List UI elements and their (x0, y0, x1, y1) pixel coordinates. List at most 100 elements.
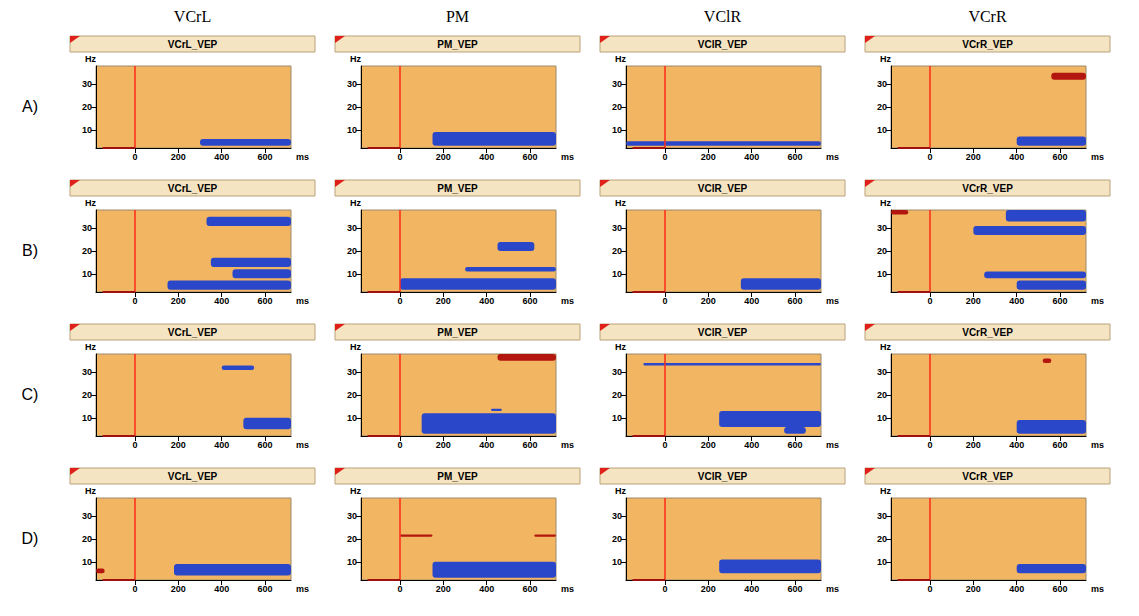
svg-text:400: 400 (1009, 152, 1024, 162)
svg-text:ms: ms (1091, 152, 1104, 162)
svg-text:VCrR_VEP: VCrR_VEP (962, 183, 1013, 194)
svg-text:20: 20 (82, 390, 92, 400)
svg-text:0: 0 (132, 296, 137, 306)
svg-text:30: 30 (612, 367, 622, 377)
svg-text:200: 200 (171, 152, 186, 162)
svg-text:600: 600 (787, 296, 802, 306)
svg-text:PM_VEP: PM_VEP (437, 39, 478, 50)
svg-text:ms: ms (561, 152, 574, 162)
svg-text:VCrR: VCrR (968, 8, 1007, 25)
svg-text:ms: ms (826, 440, 839, 450)
svg-text:10: 10 (612, 413, 622, 423)
svg-text:200: 200 (966, 296, 981, 306)
svg-text:VCrR_VEP: VCrR_VEP (962, 327, 1013, 338)
svg-text:PM_VEP: PM_VEP (437, 183, 478, 194)
svg-text:400: 400 (479, 440, 494, 450)
svg-text:Hz: Hz (880, 486, 891, 496)
svg-text:10: 10 (877, 557, 887, 567)
svg-text:Hz: Hz (350, 54, 361, 64)
svg-text:30: 30 (877, 511, 887, 521)
svg-text:30: 30 (82, 367, 92, 377)
svg-text:30: 30 (877, 79, 887, 89)
svg-text:600: 600 (257, 152, 272, 162)
svg-text:10: 10 (347, 125, 357, 135)
svg-text:400: 400 (214, 440, 229, 450)
svg-text:400: 400 (1009, 584, 1024, 594)
svg-text:20: 20 (612, 534, 622, 544)
svg-text:600: 600 (257, 440, 272, 450)
svg-text:VClR_VEP: VClR_VEP (698, 471, 748, 482)
svg-text:VCrR_VEP: VCrR_VEP (962, 39, 1013, 50)
svg-text:200: 200 (436, 296, 451, 306)
svg-text:400: 400 (479, 152, 494, 162)
svg-text:0: 0 (397, 152, 402, 162)
svg-text:30: 30 (82, 223, 92, 233)
svg-text:400: 400 (744, 152, 759, 162)
svg-text:30: 30 (877, 367, 887, 377)
svg-text:30: 30 (612, 79, 622, 89)
svg-text:600: 600 (257, 584, 272, 594)
svg-text:20: 20 (82, 246, 92, 256)
svg-text:A): A) (22, 98, 38, 115)
svg-text:ms: ms (826, 152, 839, 162)
svg-text:30: 30 (82, 511, 92, 521)
svg-text:D): D) (22, 530, 39, 547)
svg-text:20: 20 (877, 246, 887, 256)
svg-text:VClR: VClR (704, 8, 742, 25)
svg-text:400: 400 (479, 584, 494, 594)
svg-text:200: 200 (171, 296, 186, 306)
svg-text:VCrL_VEP: VCrL_VEP (168, 471, 218, 482)
svg-text:0: 0 (927, 584, 932, 594)
svg-text:VCrL_VEP: VCrL_VEP (168, 327, 218, 338)
svg-text:10: 10 (612, 557, 622, 567)
svg-text:10: 10 (877, 125, 887, 135)
svg-text:0: 0 (132, 584, 137, 594)
svg-text:30: 30 (347, 79, 357, 89)
svg-text:20: 20 (347, 246, 357, 256)
svg-text:400: 400 (479, 296, 494, 306)
svg-text:0: 0 (662, 584, 667, 594)
svg-text:Hz: Hz (85, 486, 96, 496)
svg-text:20: 20 (877, 534, 887, 544)
svg-text:Hz: Hz (615, 198, 626, 208)
svg-text:0: 0 (662, 440, 667, 450)
svg-text:ms: ms (1091, 296, 1104, 306)
svg-text:30: 30 (347, 367, 357, 377)
svg-text:600: 600 (1052, 152, 1067, 162)
svg-text:ms: ms (561, 584, 574, 594)
svg-text:0: 0 (397, 296, 402, 306)
svg-text:Hz: Hz (880, 198, 891, 208)
svg-text:400: 400 (744, 296, 759, 306)
svg-text:10: 10 (82, 125, 92, 135)
svg-text:0: 0 (927, 296, 932, 306)
svg-text:PM_VEP: PM_VEP (437, 471, 478, 482)
svg-text:B): B) (22, 242, 38, 259)
svg-text:ms: ms (296, 152, 309, 162)
svg-text:20: 20 (612, 390, 622, 400)
svg-text:0: 0 (927, 440, 932, 450)
svg-text:VClR_VEP: VClR_VEP (698, 183, 748, 194)
svg-text:200: 200 (436, 584, 451, 594)
svg-text:400: 400 (1009, 296, 1024, 306)
svg-text:ms: ms (826, 296, 839, 306)
svg-text:10: 10 (82, 269, 92, 279)
svg-text:400: 400 (1009, 440, 1024, 450)
svg-text:ms: ms (1091, 584, 1104, 594)
svg-text:10: 10 (82, 413, 92, 423)
svg-text:30: 30 (877, 223, 887, 233)
svg-text:10: 10 (612, 269, 622, 279)
svg-text:400: 400 (214, 152, 229, 162)
svg-text:200: 200 (701, 296, 716, 306)
svg-text:200: 200 (701, 584, 716, 594)
svg-text:600: 600 (522, 584, 537, 594)
svg-text:Hz: Hz (85, 198, 96, 208)
svg-text:0: 0 (132, 440, 137, 450)
svg-text:400: 400 (744, 584, 759, 594)
svg-text:0: 0 (132, 152, 137, 162)
svg-text:PM_VEP: PM_VEP (437, 327, 478, 338)
svg-text:VClR_VEP: VClR_VEP (698, 327, 748, 338)
svg-text:Hz: Hz (350, 486, 361, 496)
svg-text:Hz: Hz (615, 54, 626, 64)
svg-text:C): C) (22, 386, 39, 403)
svg-text:200: 200 (436, 152, 451, 162)
